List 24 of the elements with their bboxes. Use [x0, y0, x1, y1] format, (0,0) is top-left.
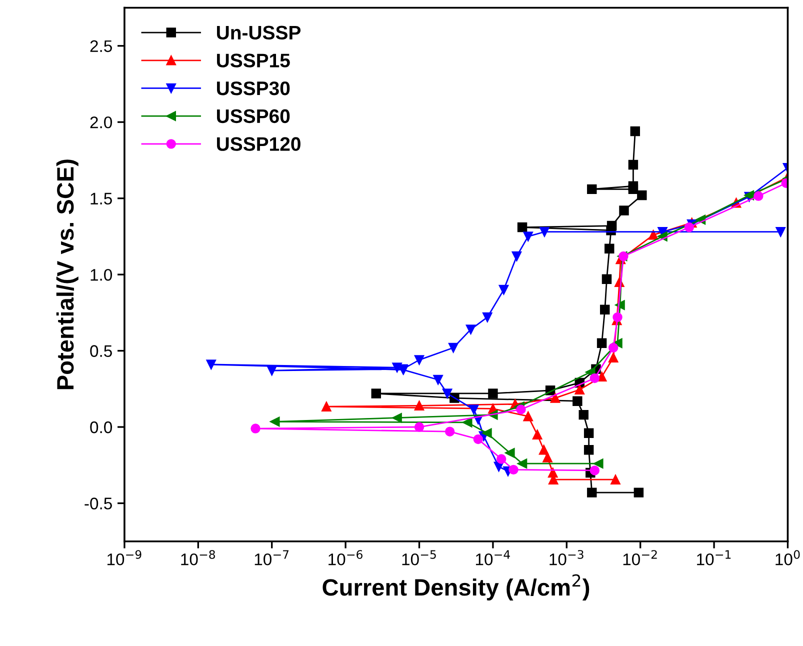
legend-label: USSP60 [217, 109, 290, 124]
x-tick-label: 10$^{−6}$ [328, 550, 362, 566]
x-tick-label: 10$^{−5}$ [402, 550, 436, 566]
legend-label: USSP15 [217, 54, 290, 68]
x-tick-label: 10$^{−7}$ [254, 550, 289, 566]
x-tick-label: 10$^{0}$ [776, 550, 800, 566]
x-tick-label: 10$^{−3}$ [550, 550, 584, 566]
x-tick-label: 10$^{−8}$ [181, 550, 216, 566]
y-tick-label: 2.5 [90, 40, 112, 52]
y-tick-label: 2.0 [90, 116, 112, 128]
y-axis-title: Potential/(V vs. SCE) [56, 160, 78, 390]
y-tick-label: 1.0 [90, 268, 112, 281]
y-tick-label: 1.5 [90, 192, 112, 205]
x-tick-label: 10$^{−2}$ [623, 550, 657, 566]
x-tick-label: 10$^{−4}$ [476, 550, 510, 566]
y-tick-label: 0.0 [90, 421, 112, 434]
legend-label: USSP30 [217, 81, 290, 96]
legend-label: Un-USSP [217, 26, 301, 40]
legend-label: USSP120 [217, 137, 300, 151]
y-tick-label: 0.5 [90, 345, 112, 357]
x-tick-label: 10$^{−1}$ [697, 550, 731, 566]
x-tick-label: 10$^{−9}$ [107, 550, 142, 566]
y-tick-label: -0.5 [84, 498, 112, 510]
x-axis-title: Current Density (A/cm$^{2}$) [322, 574, 590, 600]
